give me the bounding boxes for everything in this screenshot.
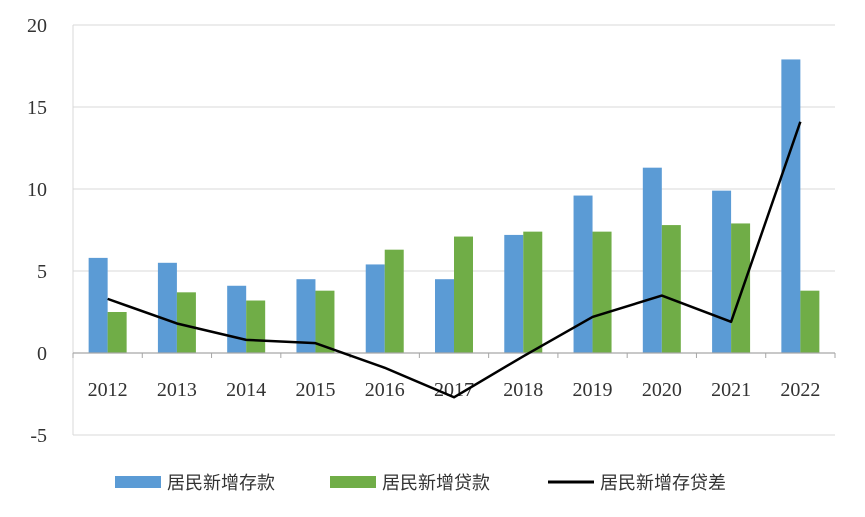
bar-loan-2018 <box>523 231 543 353</box>
legend-label-0: 居民新增存款 <box>167 473 275 494</box>
legend-label-1: 居民新增贷款 <box>382 473 490 494</box>
x-axis-ticks: 2012 2013 2014 2015 2016 2017 2018 2019 2020 2021… <box>88 379 821 401</box>
x-tick-label-2020: 2020 <box>642 379 682 401</box>
bar-loan-2022 <box>800 290 820 353</box>
bar-loan-2013 <box>176 292 196 353</box>
legend-swatch-0 <box>115 476 161 488</box>
x-tick-label-2017: 2017 <box>434 379 474 401</box>
bars <box>88 59 820 353</box>
y-tick-label-5: 20 <box>27 15 47 37</box>
bar-deposit-2014 <box>227 285 247 353</box>
x-tick-label-2016: 2016 <box>365 379 405 401</box>
legend-label-2: 居民新增存贷差 <box>600 473 726 494</box>
x-tick-label-2021: 2021 <box>711 379 751 401</box>
bar-deposit-2016 <box>365 264 385 353</box>
bar-loan-2014 <box>246 300 266 353</box>
line-series <box>107 121 802 399</box>
line-diff-series <box>107 121 802 399</box>
bar-deposit-2012 <box>88 257 108 353</box>
bar-loan-2016 <box>384 249 404 353</box>
y-tick-label-2: 5 <box>37 261 47 283</box>
y-axis-ticks: -5 0 5 10 15 20 <box>27 15 47 447</box>
bar-deposit-2013 <box>157 262 177 353</box>
legend-swatch-1 <box>330 476 376 488</box>
bar-deposit-2017 <box>435 279 454 353</box>
y-tick-label-3: 10 <box>27 179 47 201</box>
x-axis <box>72 352 836 358</box>
bar-deposit-2020 <box>642 167 662 353</box>
x-tick-label-2018: 2018 <box>503 379 543 401</box>
legend: 居民新增存款 居民新增贷款 居民新增存贷差 <box>115 473 726 494</box>
x-tick-label-2013: 2013 <box>157 379 197 401</box>
y-tick-label-1: 0 <box>37 343 47 365</box>
bar-loan-2019 <box>592 231 612 353</box>
bar-loan-2015 <box>315 290 335 353</box>
bar-loan-2021 <box>731 223 751 353</box>
bar-loan-2020 <box>661 225 681 353</box>
bar-deposit-2021 <box>712 190 732 353</box>
x-tick-label-2015: 2015 <box>295 379 335 401</box>
x-tick-label-2014: 2014 <box>226 379 266 401</box>
bar-deposit-2019 <box>573 195 593 353</box>
x-tick-label-2019: 2019 <box>573 379 613 401</box>
bar-deposit-2022 <box>781 59 801 353</box>
y-tick-label-4: 15 <box>27 97 47 119</box>
y-tick-label-0: -5 <box>30 425 47 447</box>
bar-loan-2012 <box>107 312 127 353</box>
bar-loan-2017 <box>454 236 473 353</box>
x-tick-label-2012: 2012 <box>88 379 128 401</box>
bar-deposit-2015 <box>296 279 316 353</box>
x-tick-label-2022: 2022 <box>780 379 820 401</box>
bar-deposit-2018 <box>504 234 524 353</box>
